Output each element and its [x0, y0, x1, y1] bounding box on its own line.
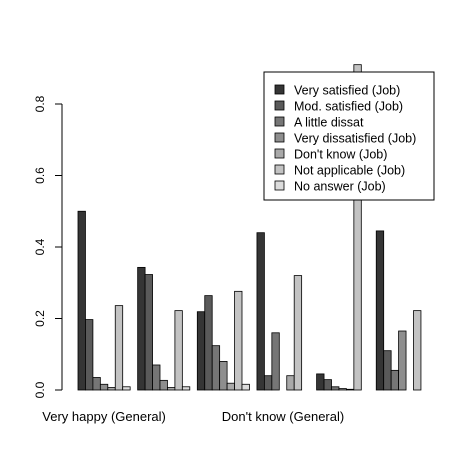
- bar-g5-s5: [345, 388, 355, 391]
- legend-label: Not applicable (Job): [294, 164, 405, 178]
- bar-g4-s6: [293, 275, 303, 391]
- bar-g2-s6: [174, 310, 183, 391]
- legend-label: Very dissatisfied (Job): [294, 132, 416, 146]
- bar-g6-s4: [398, 330, 407, 391]
- y-tick-label: 0.6: [33, 167, 47, 184]
- y-axis: 0.0 0.2 0.4 0.6 0.8: [33, 95, 63, 398]
- legend-swatch: [274, 100, 285, 111]
- legend-swatch: [274, 116, 285, 127]
- legend-box: [263, 71, 435, 201]
- bar-g3-s4: [219, 360, 228, 391]
- legend-swatch: [274, 84, 285, 95]
- legend-swatch: [274, 148, 285, 159]
- bar-g6-s1: [375, 230, 385, 391]
- legend-swatch: [274, 164, 285, 175]
- legend-label: Don't know (Job): [294, 148, 387, 162]
- bar-g2-s2: [144, 274, 153, 391]
- bar-g5-s1: [316, 373, 325, 391]
- bar-g1-s6: [114, 305, 124, 391]
- bar-g3-s6: [234, 290, 243, 391]
- bar-g6-s3: [390, 369, 399, 391]
- bar-g1-s2: [85, 319, 94, 391]
- bar-g3-s1: [196, 311, 206, 391]
- bar-g6-s6: [413, 310, 422, 391]
- bar-g4-s2: [263, 375, 273, 391]
- bar-g1-s7: [122, 386, 131, 391]
- legend-label: A little dissat: [294, 116, 364, 130]
- bar-g2-s4: [159, 379, 168, 391]
- bar-g4-s3: [271, 332, 280, 391]
- bar-g5-s3: [331, 386, 340, 391]
- y-tick-label: 0.0: [33, 381, 47, 398]
- bar-g5-s4: [338, 388, 347, 391]
- x-category-label: Very happy (General): [42, 409, 166, 424]
- bar-g6-s2: [383, 350, 392, 391]
- bar-g3-s2: [204, 295, 213, 391]
- bar-g5-s6: [353, 64, 362, 391]
- y-tick-label: 0.2: [33, 310, 47, 327]
- legend-swatch: [274, 180, 285, 191]
- legend-label: Mod. satisfied (Job): [294, 100, 403, 114]
- bar-g1-s3: [92, 377, 101, 391]
- bar-area: [77, 64, 422, 391]
- bar-g5-s2: [323, 379, 332, 391]
- legend-label: No answer (Job): [294, 180, 386, 194]
- y-tick-label: 0.4: [33, 238, 47, 255]
- bar-g2-s3: [152, 364, 161, 391]
- bar-g2-s1: [137, 266, 146, 391]
- bar-g1-s5: [107, 387, 116, 391]
- bar-g3-s3: [211, 345, 221, 391]
- y-tick-label: 0.8: [33, 95, 47, 112]
- legend: Very satisfied (Job) Mod. satisfied (Job)…: [263, 71, 435, 201]
- bar-g1-s1: [77, 210, 86, 391]
- legend-label: Very satisfied (Job): [294, 84, 400, 98]
- x-category-labels: Very happy (General) Don't know (General): [42, 409, 344, 424]
- bar-g2-s7: [181, 386, 191, 391]
- bar-g4-s1: [256, 232, 265, 391]
- bar-g1-s4: [99, 383, 109, 391]
- bar-g3-s5: [226, 382, 235, 391]
- bar-g3-s7: [241, 383, 250, 391]
- x-category-label: Don't know (General): [222, 409, 344, 424]
- bar-g4-s5: [286, 375, 295, 391]
- legend-swatch: [274, 132, 285, 143]
- bar-g2-s5: [167, 387, 176, 391]
